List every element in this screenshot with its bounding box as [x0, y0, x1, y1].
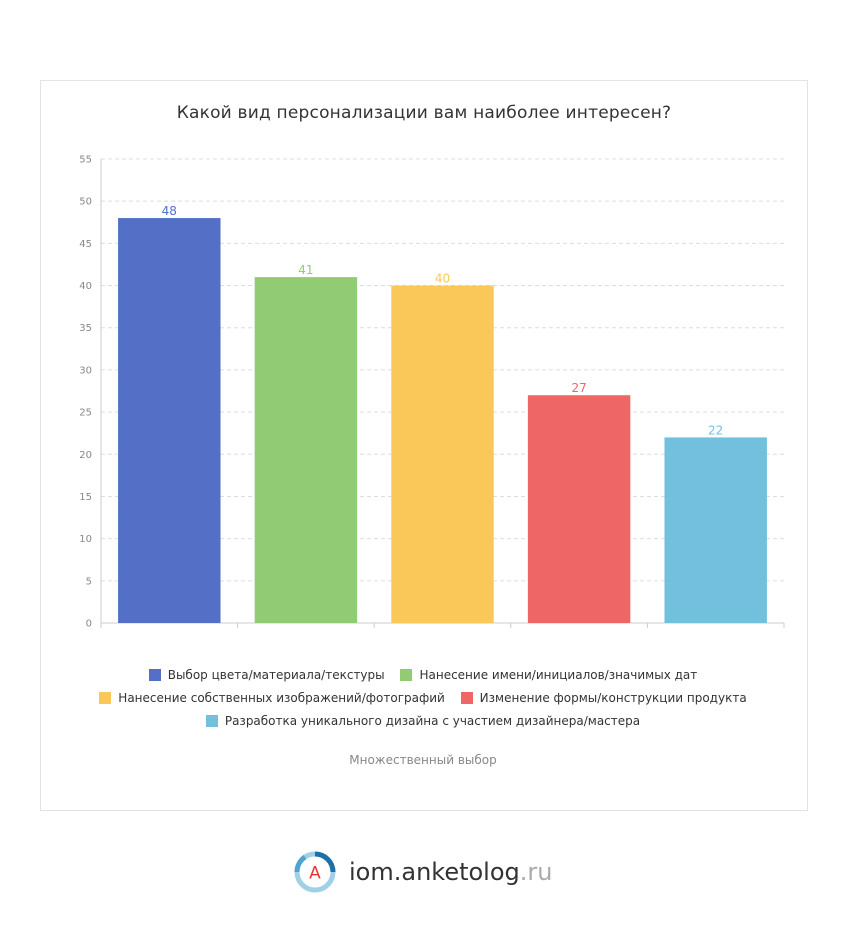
- y-tick-label: 10: [79, 534, 92, 545]
- y-tick-label: 35: [79, 323, 92, 334]
- legend-swatch: [99, 692, 112, 704]
- brand-name: iom.anketolog.ru: [349, 858, 552, 886]
- legend-item[interactable]: Нанесение собственных изображений/фотогр…: [99, 687, 445, 710]
- legend-item[interactable]: Разработка уникального дизайна с участие…: [205, 710, 641, 733]
- y-tick-label: 25: [79, 408, 92, 419]
- brand-domain: iom.anketolog: [349, 858, 520, 886]
- y-tick-label: 5: [86, 576, 92, 587]
- legend-swatch: [400, 669, 413, 681]
- data-labels: 48 41 40 27 22: [162, 204, 724, 437]
- legend-item[interactable]: Нанесение имени/инициалов/значимых дат: [400, 664, 697, 687]
- legend-label: Разработка уникального дизайна с участие…: [224, 714, 641, 728]
- legend: Выбор цвета/материала/текстуры Нанесение…: [40, 664, 806, 733]
- bar-value-label: 41: [298, 263, 313, 277]
- bar: [254, 277, 358, 623]
- y-tick-label: 20: [79, 450, 92, 461]
- y-tick-label: 50: [79, 197, 92, 208]
- logo-letter: A: [309, 864, 321, 884]
- y-tick-label: 45: [79, 239, 92, 250]
- bar-value-label: 27: [571, 381, 586, 395]
- legend-label: Нанесение собственных изображений/фотогр…: [118, 691, 445, 705]
- legend-swatch: [460, 692, 473, 704]
- y-tick-label: 30: [79, 365, 92, 376]
- brand-suffix: .ru: [519, 858, 553, 886]
- bar-value-label: 22: [708, 423, 723, 437]
- y-tick-label: 55: [79, 155, 92, 166]
- legend-swatch: [205, 715, 218, 727]
- bar-value-label: 40: [435, 272, 450, 286]
- y-tick-label: 15: [79, 492, 92, 503]
- y-tick-label: 0: [86, 619, 92, 630]
- legend-label: Нанесение имени/инициалов/значимых дат: [419, 668, 698, 682]
- bar: [118, 218, 221, 623]
- legend-swatch: [148, 669, 161, 681]
- brand-logo-link[interactable]: A iom.anketolog.ru: [293, 850, 552, 894]
- legend-item[interactable]: Изменение формы/конструкции продукта: [460, 687, 747, 710]
- bar-chart: 0 5 10 15 20 25 30 35 40 45 50 55 48 41 40 27 22: [79, 155, 785, 630]
- footnote: Множественный выбор: [349, 753, 497, 767]
- bars: [118, 218, 767, 623]
- chart-title: Какой вид персонализации вам наиболее ин…: [176, 103, 672, 123]
- y-tick-label: 40: [79, 281, 92, 292]
- anketolog-logo-icon: A: [294, 851, 336, 893]
- legend-label: Изменение формы/конструкции продукта: [479, 691, 747, 705]
- bar: [664, 437, 767, 623]
- legend-label: Выбор цвета/материала/текстуры: [167, 668, 385, 682]
- bar: [391, 285, 494, 623]
- bar-value-label: 48: [162, 204, 177, 218]
- bar: [527, 395, 631, 623]
- legend-item[interactable]: Выбор цвета/материала/текстуры: [148, 664, 385, 687]
